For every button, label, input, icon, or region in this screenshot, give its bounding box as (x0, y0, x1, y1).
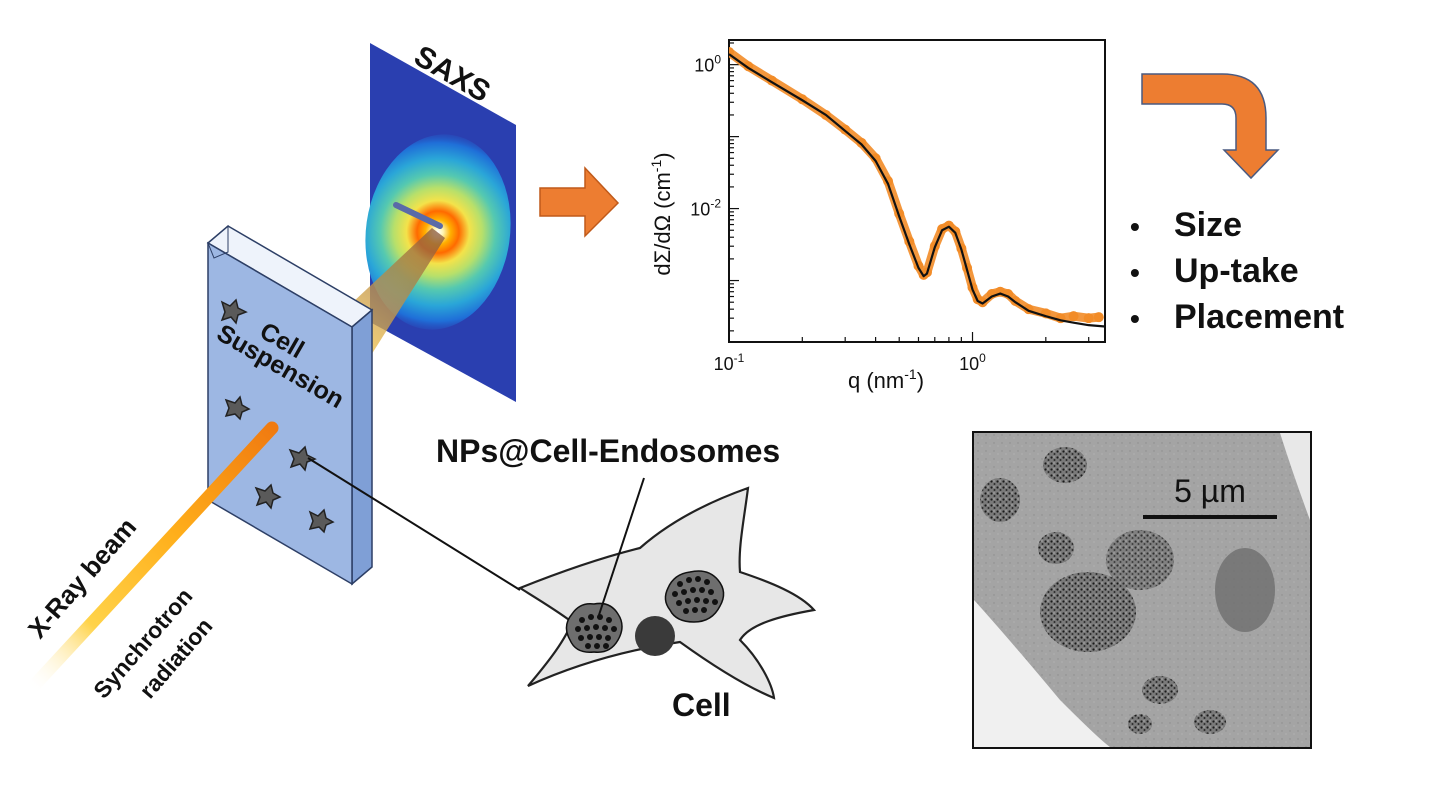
fit-curve (729, 53, 1105, 328)
endosome-cluster (1142, 676, 1178, 704)
cell-suspension-cuvette: Cell Suspension (206, 224, 374, 586)
beamstop (393, 202, 443, 229)
x-tick-label: 100 (959, 351, 986, 374)
micrograph-background-region (974, 600, 1110, 747)
y-tick-label: 10-2 (690, 197, 721, 220)
arrow-to-results-icon (1141, 73, 1280, 180)
tick-labels: 10-1 100 10-2 100 (690, 53, 986, 374)
arrow-to-chart-icon (539, 166, 620, 238)
x-axis-label: q (nm-1) (848, 366, 924, 393)
x-minor-ticks (728, 332, 1090, 342)
endosome-cluster (1043, 447, 1087, 483)
nps-label: NPs@Cell-Endosomes (436, 433, 780, 469)
series-layer (729, 46, 1105, 328)
cell-illustration (517, 477, 817, 700)
endosome-cluster (1106, 530, 1174, 590)
endosome-cluster (1040, 572, 1136, 652)
endosome-cluster (1128, 714, 1152, 734)
scale-bar-label: 5 µm (1174, 473, 1246, 509)
results-bullet: • (1130, 303, 1140, 334)
y-minor-ticks (729, 42, 739, 332)
endosome-cluster (980, 478, 1020, 522)
suspended-cell-icon (220, 298, 335, 534)
zoom-connector-line (307, 457, 521, 591)
result-item-uptake: Up-take (1174, 252, 1299, 290)
endosome-right (664, 570, 725, 623)
cell-label: Cell (672, 687, 731, 723)
results-bullet: • (1130, 211, 1140, 242)
y-tick-label: 100 (694, 53, 721, 76)
y-axis-label: dΣ/dΩ (cm-1) (648, 152, 675, 275)
cell-nucleus (635, 616, 675, 656)
xray-beam (23, 421, 279, 697)
nucleus-region (1215, 548, 1275, 632)
endosome-cluster (1038, 532, 1074, 564)
result-item-size: Size (1174, 206, 1242, 244)
results-bullet: • (1130, 257, 1140, 288)
endosome-cluster (1194, 710, 1226, 734)
saxs-curve-chart: 10-1 100 10-2 100 q (nm-1) dΣ/dΩ (cm-1) (648, 39, 1106, 393)
micrograph-background-region (1280, 433, 1310, 520)
endosome-left (565, 602, 623, 653)
endosome-pointer-line (597, 477, 645, 619)
tem-micrograph: 5 µm (972, 431, 1312, 749)
saxs-detector: SAXS (365, 39, 516, 402)
x-tick-label: 10-1 (714, 351, 745, 374)
results-list: • Size • Up-take • Placement (1130, 206, 1344, 336)
result-item-placement: Placement (1174, 298, 1344, 336)
